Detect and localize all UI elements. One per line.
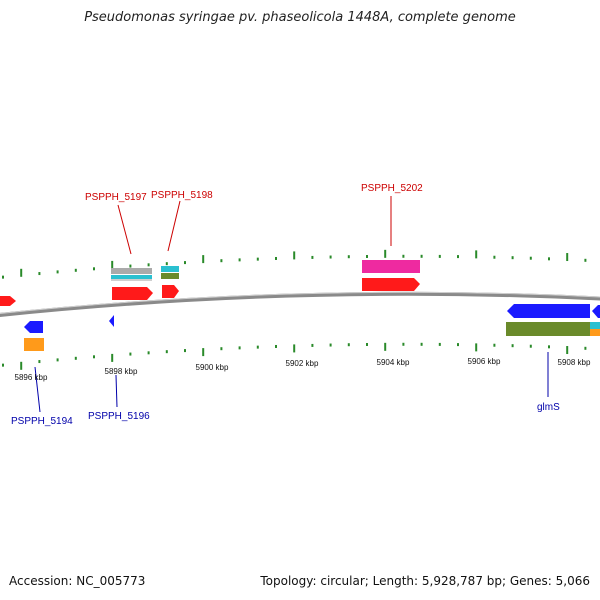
genome-backbone bbox=[0, 291, 600, 317]
gene-label-group: PSPPH_5197 PSPPH_5198 PSPPH_5202 PSPPH_5… bbox=[11, 183, 560, 427]
axis-label-5906: 5906 kbp bbox=[468, 357, 501, 366]
gene-red-left-edge[interactable] bbox=[0, 296, 16, 306]
callout-5198 bbox=[167, 200, 181, 252]
forward-strand-genes bbox=[0, 260, 420, 306]
axis-label-5908: 5908 kbp bbox=[558, 358, 591, 367]
gene-red-5198[interactable] bbox=[162, 285, 179, 298]
map-title: Pseudomonas syringae pv. phaseolicola 14… bbox=[84, 10, 516, 25]
gene-magenta-5202[interactable] bbox=[362, 260, 420, 273]
gene-label-5198[interactable]: PSPPH_5198 bbox=[151, 190, 213, 201]
gene-blue-5194[interactable] bbox=[24, 321, 43, 333]
gene-label-5194[interactable]: PSPPH_5194 bbox=[11, 416, 73, 427]
callout-5196 bbox=[115, 374, 118, 408]
gene-olive-glmS[interactable] bbox=[506, 322, 590, 336]
tick-row-bottom bbox=[2, 342, 587, 370]
callout-5197 bbox=[117, 204, 132, 255]
tick-row-top bbox=[2, 249, 587, 279]
axis-label-5902: 5902 kbp bbox=[286, 359, 319, 368]
gene-label-5202[interactable]: PSPPH_5202 bbox=[361, 183, 423, 194]
gene-red-5202[interactable] bbox=[362, 278, 420, 291]
axis-label-group: 5896 kbp 5898 kbp 5900 kbp 5902 kbp 5904… bbox=[15, 357, 591, 382]
gene-red-5197[interactable] bbox=[112, 287, 153, 300]
gene-orange-5194[interactable] bbox=[24, 338, 44, 351]
gene-cyan-5197[interactable] bbox=[111, 275, 152, 279]
gene-label-glmS[interactable]: glmS bbox=[537, 402, 560, 413]
axis-label-5896: 5896 kbp bbox=[15, 373, 48, 382]
gene-gray2-5197[interactable] bbox=[111, 279, 152, 281]
gene-label-5196[interactable]: PSPPH_5196 bbox=[88, 411, 150, 422]
gene-orange-right[interactable] bbox=[590, 329, 600, 336]
genome-backbone-highlight bbox=[0, 291, 600, 314]
accession-text: Accession: NC_005773 bbox=[9, 574, 146, 588]
gene-gray-5197[interactable] bbox=[111, 268, 152, 274]
axis-label-5900: 5900 kbp bbox=[196, 363, 229, 372]
gene-blue-5196[interactable] bbox=[109, 315, 114, 327]
gene-blue-edge-right[interactable] bbox=[592, 305, 600, 318]
axis-label-5904: 5904 kbp bbox=[377, 358, 410, 367]
gene-cyan-5198[interactable] bbox=[161, 266, 179, 272]
gene-blue-glmS[interactable] bbox=[507, 304, 590, 318]
gene-olive-5198[interactable] bbox=[161, 273, 179, 279]
gene-cyan-right[interactable] bbox=[590, 322, 600, 329]
genome-summary-text: Topology: circular; Length: 5,928,787 bp… bbox=[260, 574, 590, 588]
axis-label-5898: 5898 kbp bbox=[105, 367, 138, 376]
reverse-strand-genes bbox=[24, 304, 600, 351]
gene-label-5197[interactable]: PSPPH_5197 bbox=[85, 192, 147, 203]
callout-lines bbox=[34, 196, 549, 413]
callout-5194 bbox=[34, 366, 41, 413]
